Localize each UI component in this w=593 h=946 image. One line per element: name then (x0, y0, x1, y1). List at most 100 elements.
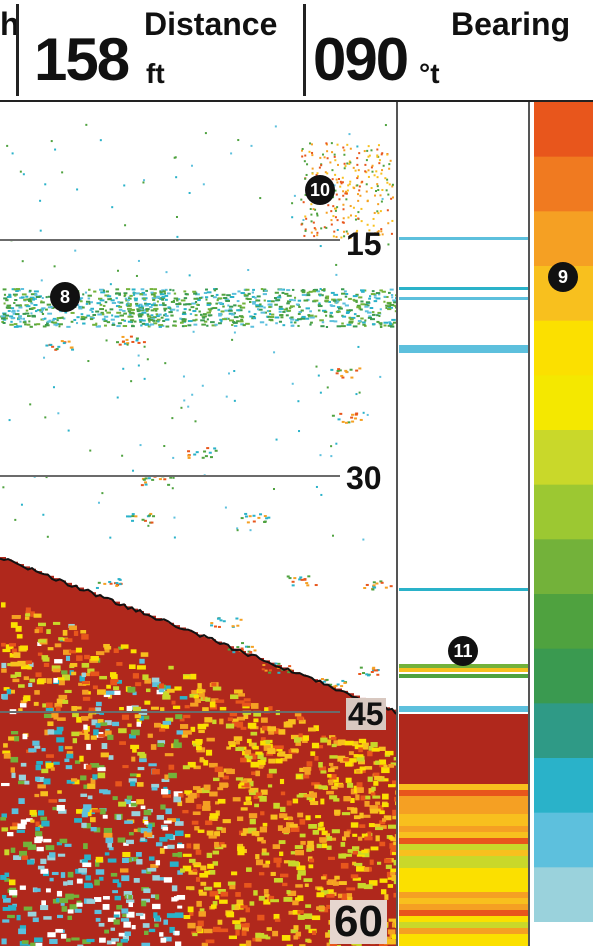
bottom-texture (286, 890, 291, 895)
thermocline-dot (115, 288, 120, 291)
thermocline-dot (91, 310, 94, 313)
bottom-texture (263, 899, 271, 905)
fish-return (336, 369, 340, 372)
fish-return (214, 449, 218, 452)
thermocline-dot (295, 319, 299, 322)
bottom-texture (90, 778, 96, 784)
scatter-dot (45, 476, 48, 479)
bottom-texture (168, 665, 174, 670)
thermocline-dot (145, 309, 149, 312)
bottom-texture (34, 837, 42, 844)
bottom-column (228, 646, 234, 946)
bottom-texture (57, 853, 66, 857)
bottom-texture (2, 693, 8, 700)
thermocline-dot (32, 298, 35, 301)
clutter-dot (357, 169, 360, 172)
bottom-texture (100, 722, 108, 726)
scatter-dot (97, 501, 100, 504)
bottom-texture (81, 859, 88, 865)
clutter-dot (344, 165, 347, 168)
bottom-texture (162, 794, 172, 798)
bottom-texture (84, 733, 90, 740)
clutter-dot (343, 162, 346, 165)
bottom-texture (64, 758, 70, 763)
bottom-column (48, 575, 54, 946)
clutter-dot (377, 230, 380, 233)
thermocline-dot (286, 294, 292, 297)
bottom-texture (27, 666, 32, 670)
clutter-dot (335, 193, 338, 196)
bottom-column (288, 669, 294, 946)
thermocline-dot (365, 301, 371, 304)
thermocline-dot (293, 299, 296, 302)
thermocline-dot (308, 314, 314, 317)
bottom-texture (300, 840, 306, 845)
bottom-texture (86, 899, 96, 904)
bottom-texture (373, 772, 380, 778)
bottom-texture (182, 809, 189, 814)
bottom-texture (315, 815, 322, 819)
bottom-texture (36, 846, 44, 852)
bottom-texture (330, 837, 337, 841)
thermocline-dot (183, 303, 187, 306)
bottom-texture (79, 675, 85, 682)
thermocline-dot (140, 324, 143, 327)
thermocline-dot (206, 324, 209, 327)
thermocline-dot (231, 324, 234, 327)
fish-return (337, 368, 341, 371)
bottom-texture (1, 782, 10, 787)
bottom-texture (320, 798, 325, 805)
bottom-texture (156, 815, 164, 820)
clutter-dot (372, 217, 375, 220)
bottom-texture (76, 878, 83, 884)
thermocline-dot (212, 307, 218, 310)
fish-return (244, 515, 248, 518)
clutter-dot (349, 180, 352, 183)
bottom-texture (81, 822, 87, 828)
bottom-texture (260, 811, 265, 816)
fish-return (354, 417, 358, 420)
bottom-texture (205, 939, 215, 944)
clutter-dot (353, 187, 356, 190)
fish-return (134, 515, 138, 518)
bottom-texture (355, 794, 360, 801)
thermocline-dot (95, 322, 98, 325)
clutter-dot (373, 211, 376, 214)
bottom-texture (62, 629, 68, 636)
thermocline-dot (123, 312, 127, 315)
thermocline-dot (192, 319, 197, 322)
clutter-dot (325, 142, 328, 145)
bottom-texture (13, 652, 21, 658)
bottom-texture (383, 764, 388, 769)
bottom-texture (381, 767, 390, 774)
bottom-texture (312, 829, 320, 835)
bottom-texture (314, 784, 322, 789)
thermocline-dot (211, 324, 217, 327)
clutter-dot (358, 189, 361, 192)
bottom-column (354, 695, 360, 946)
bottom-texture (255, 932, 261, 939)
clutter-dot (391, 185, 394, 188)
bottom-texture (50, 767, 55, 771)
fish-return (268, 671, 272, 674)
clutter-dot (349, 214, 352, 217)
clutter-dot (371, 164, 374, 167)
bottom-texture (87, 884, 94, 888)
fish-return (187, 450, 191, 453)
scatter-dot (171, 417, 174, 420)
scatter-dot (103, 318, 106, 321)
bottom-texture (197, 683, 202, 689)
scatter-dot (291, 216, 294, 219)
thermocline-dot (13, 301, 16, 304)
scatter-dot (99, 139, 102, 142)
bottom-texture (273, 802, 280, 809)
fish-return (347, 421, 351, 424)
scatter-dot (22, 173, 25, 176)
bottom-texture (165, 808, 172, 815)
bottom-texture (78, 868, 88, 873)
bottom-texture (24, 780, 30, 785)
bottom-texture (375, 826, 384, 831)
bottom-texture (356, 852, 365, 857)
thermocline-dot (128, 311, 134, 314)
bottom-texture (334, 809, 341, 815)
